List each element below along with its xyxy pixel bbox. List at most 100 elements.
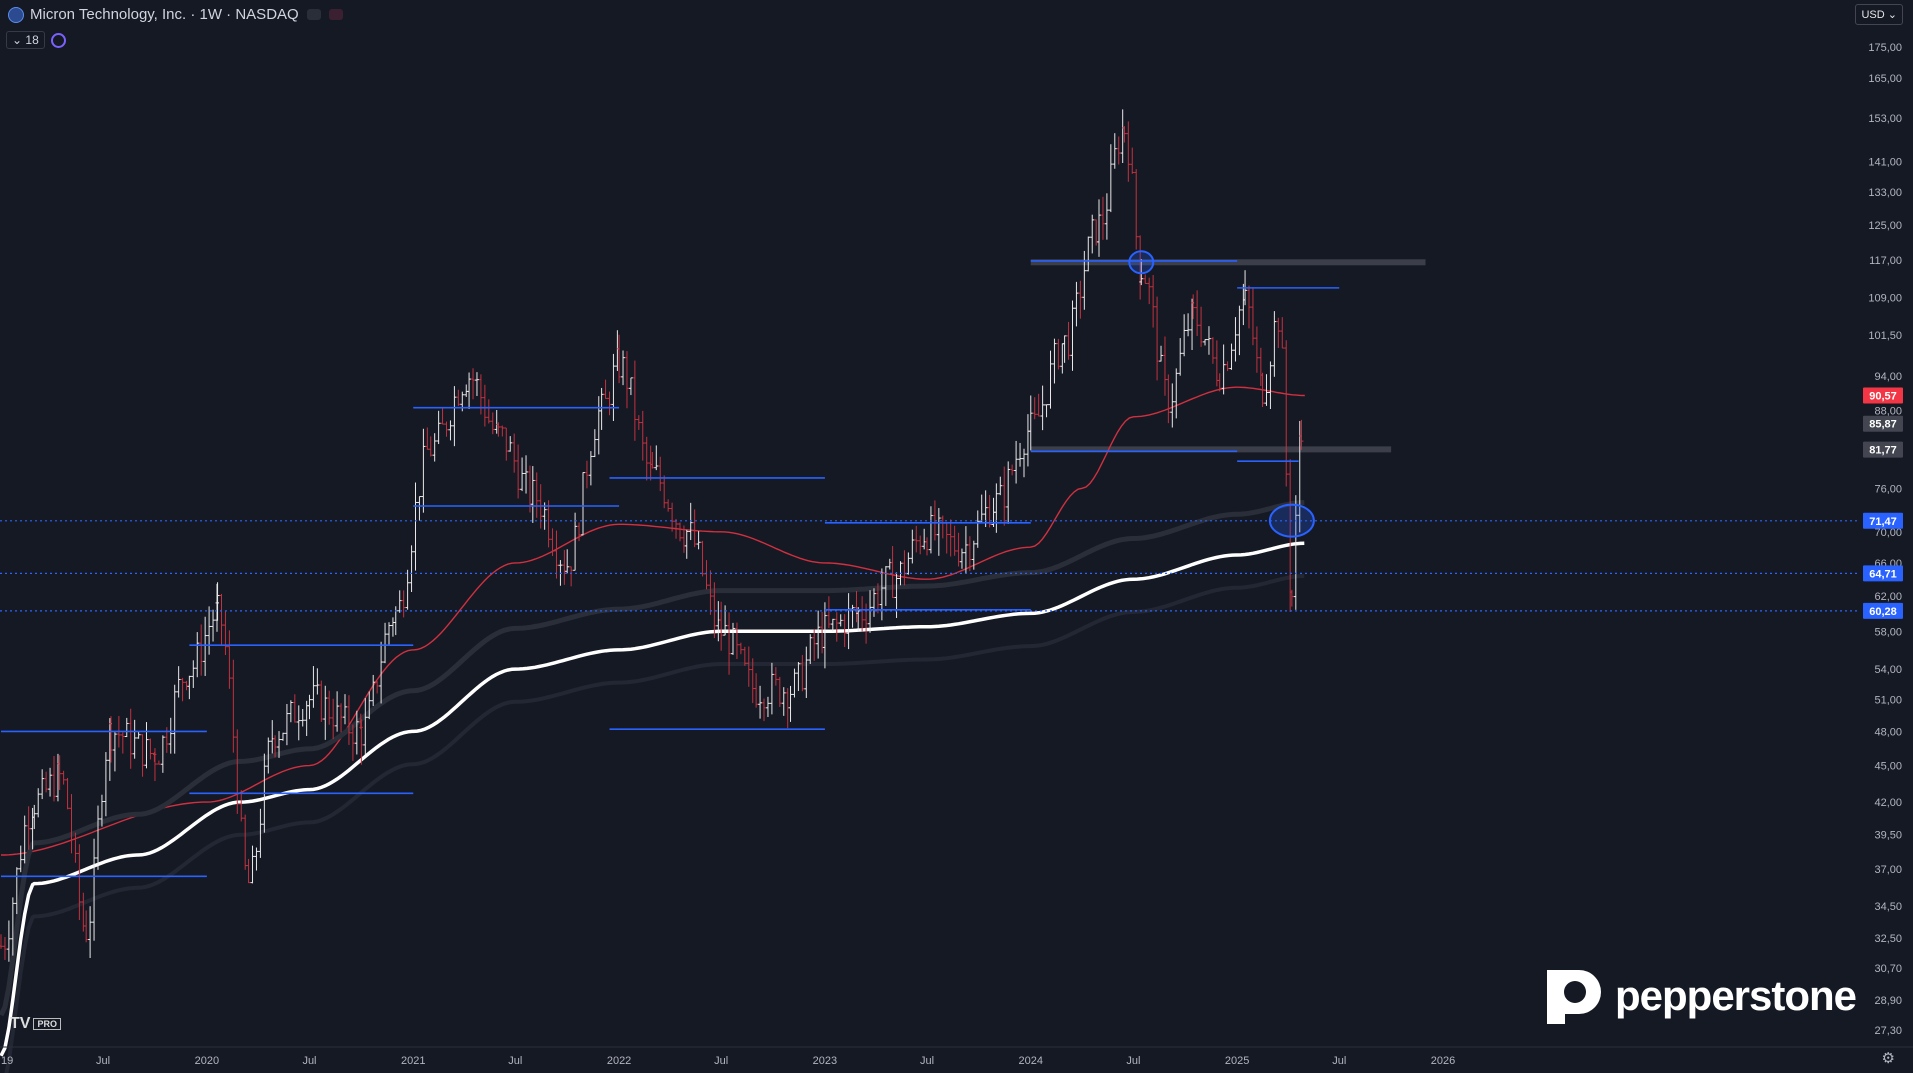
ohlc-bar	[730, 622, 735, 655]
ohlc-bar	[520, 457, 525, 492]
ohlc-bar	[1166, 374, 1171, 424]
ohlc-bar	[112, 732, 117, 772]
ohlc-bar	[331, 698, 336, 740]
ohlc-bar	[14, 867, 19, 915]
ohlc-bar	[1032, 397, 1037, 420]
ohlc-bar	[40, 769, 45, 800]
ohlc-bar	[1126, 121, 1131, 182]
ohlc-bar	[546, 500, 551, 548]
ohlc-bar	[386, 622, 391, 645]
ohlc-bar	[44, 771, 49, 793]
price-tick-label: 70,00	[1874, 527, 1902, 539]
ohlc-bar	[379, 641, 384, 704]
time-tick-label: Jul	[920, 1055, 934, 1067]
ohlc-bar	[577, 522, 582, 542]
ohlc-bar	[716, 601, 721, 642]
ohlc-bar	[742, 646, 747, 666]
settings-gear-icon[interactable]: ⚙	[1881, 1050, 1895, 1067]
price-tick-label: 34,50	[1874, 901, 1902, 913]
ohlc-bar	[860, 596, 865, 632]
price-label: 90,57	[1869, 390, 1897, 402]
ohlc-bar	[500, 425, 505, 437]
ohlc-bar	[148, 738, 153, 760]
ohlc-bar	[769, 662, 774, 715]
ohlc-bar	[588, 451, 593, 486]
ohlc-bar	[273, 735, 278, 758]
ohlc-bar	[160, 735, 165, 773]
ohlc-bar	[719, 601, 724, 651]
symbol-logo-icon	[8, 6, 24, 23]
ohlc-bar	[496, 422, 501, 437]
ohlc-bar	[1086, 236, 1091, 272]
ohlc-bar	[971, 540, 976, 570]
indicator-icon[interactable]	[50, 32, 66, 48]
ohlc-bar	[397, 590, 402, 613]
symbol-menu-icon[interactable]	[328, 9, 343, 20]
ohlc-bar	[176, 666, 181, 698]
ohlc-bar	[300, 708, 305, 727]
ohlc-bar	[816, 610, 821, 659]
ohlc-bar	[2, 937, 7, 960]
time-tick-label: 19	[1, 1055, 13, 1067]
price-tick-label: 88,00	[1874, 406, 1902, 418]
ohlc-bar	[1225, 361, 1230, 372]
ohlc-bar	[335, 691, 340, 732]
ohlc-bar	[223, 611, 228, 655]
ohlc-bar	[203, 616, 208, 676]
ohlc-bar	[467, 372, 472, 409]
hide-legend-icon[interactable]	[306, 9, 321, 20]
pepperstone-p-icon	[1547, 970, 1601, 1024]
price-tick-label: 165,00	[1868, 73, 1902, 85]
ohlc-bar	[842, 614, 847, 648]
ohlc-bar	[1036, 393, 1041, 417]
price-axis[interactable]: 175,00 165,00 153,00 141,00 133,00 125,00 117,…	[1862, 0, 1913, 1073]
ohlc-bar	[1112, 133, 1117, 169]
highlight-circle	[1128, 250, 1155, 275]
time-tick-label: Jul	[1126, 1055, 1140, 1067]
ohlc-bar	[1122, 126, 1127, 143]
ohlc-bar	[1040, 385, 1045, 431]
ohlc-bar	[994, 483, 999, 533]
ohlc-bar	[846, 593, 851, 650]
time-tick-label: 2025	[1225, 1055, 1249, 1067]
ohlc-bar	[120, 732, 125, 754]
price-tick-label: 76,00	[1874, 483, 1902, 495]
ohlc-bar	[343, 694, 348, 725]
ohlc-bar	[323, 685, 328, 740]
ohlc-bar	[1074, 281, 1079, 327]
time-tick-label: 2023	[813, 1055, 837, 1067]
ohlc-bar	[758, 685, 763, 719]
ohlc-bar	[1090, 214, 1095, 254]
time-axis[interactable]: 19 Jul 2020 Jul 2021 Jul 2022 Jul 2023 Jul 2024 Jul…	[0, 1046, 1913, 1067]
ohlc-bar	[108, 716, 113, 763]
indicator-toggle[interactable]: ⌄ 18	[6, 31, 45, 49]
ohlc-bar	[983, 490, 988, 527]
ohlc-bar	[812, 629, 817, 661]
tradingview-logo[interactable]: TV PRO	[10, 1015, 61, 1033]
ohlc-bar	[1078, 280, 1083, 319]
ohlc-bar	[800, 654, 805, 692]
ohlc-bar	[822, 602, 827, 669]
currency-selector[interactable]: USD ⌄	[1855, 4, 1903, 25]
ohlc-bar	[1233, 317, 1238, 362]
ohlc-bar	[952, 525, 957, 556]
ohlc-bar	[195, 632, 200, 678]
ohlc-bar	[156, 760, 161, 765]
ohlc-bar	[444, 421, 449, 437]
ohlc-bar	[569, 566, 574, 587]
price-tick-label: 37,00	[1874, 864, 1902, 876]
level-segments-layer	[1, 260, 1340, 878]
ohlc-bar	[746, 646, 751, 687]
ohlc-bar	[319, 680, 324, 722]
ohlc-bar	[1254, 326, 1259, 373]
ohlc-bar	[1025, 414, 1030, 467]
indicator-bar: ⌄ 18	[6, 31, 66, 49]
price-tick-label: 42,00	[1874, 797, 1902, 809]
ohlc-bar	[932, 500, 937, 541]
ohlc-bar	[1014, 440, 1019, 484]
ohlc-bar	[1048, 350, 1053, 409]
ohlc-bar	[152, 752, 157, 762]
price-tick-label: 141,00	[1868, 156, 1902, 168]
ohlc-bar	[1182, 314, 1187, 357]
